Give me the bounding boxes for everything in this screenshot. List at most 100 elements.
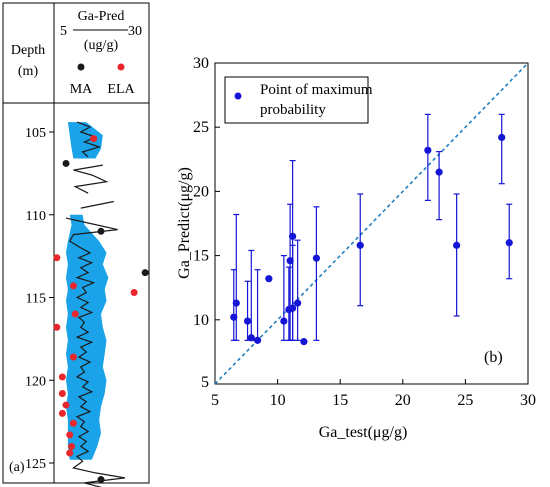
x-tick-label: 25 [457,392,473,409]
point-marker [289,304,297,312]
ela-point [130,289,138,297]
ela-point [71,310,79,318]
legend-ma-label: MA [70,82,93,97]
point-marker [453,241,461,249]
sample-points [53,135,149,484]
point-marker [505,239,513,247]
depth-tick-label: 110 [26,209,46,224]
ela-point [58,373,66,381]
legend-label-line2: probability [260,102,326,118]
data-point [498,113,506,185]
ela-point [58,409,66,417]
data-point [435,150,443,221]
prediction-curve [65,121,126,487]
y-tick-label: 15 [193,248,209,265]
legend-label-line1: Point of maximum [260,82,373,98]
plot-area-frame [214,62,529,385]
curve-segment [76,121,102,158]
data-point [300,338,308,346]
y-tick-label: 20 [193,183,209,200]
legend-ela-label: ELA [107,82,135,97]
x-tick-label: 10 [270,392,286,409]
point-marker [253,336,262,344]
legend-box [224,76,369,124]
point-marker [247,334,255,342]
data-point [312,206,321,341]
curve-segment [65,217,126,487]
y-tick-label: 5 [201,374,209,391]
ela-point [58,389,66,397]
ela-point [69,353,77,361]
point-marker [280,317,288,325]
x-tick-label: 15 [332,392,348,409]
ela-point [69,282,77,290]
panel-a-frame [2,2,150,484]
scatter-axes: 5 10 15 20 25 30 10 15 20 25 30 5 [193,55,536,409]
x-axis-label: Ga_test(μg/g) [319,424,408,441]
point-marker [498,133,506,142]
y-tick-label: 30 [193,55,209,72]
ma-point [62,159,70,167]
ela-point [66,449,74,457]
data-point [289,244,297,341]
point-marker [435,168,443,176]
depth-tick-label: 105 [25,126,46,141]
depth-tick-label: 125 [25,457,46,472]
ela-point [90,135,98,143]
data-point [285,266,293,341]
x-tick-label: 5 [211,392,219,409]
ma-point [97,476,105,484]
x-tick-label: 30 [520,392,536,409]
ela-point [66,431,74,439]
point-marker [243,317,252,325]
depth-unit: (m) [18,64,39,79]
ma-point [141,269,149,277]
scatter-series [230,113,513,346]
panel-b-label: (b) [484,349,503,366]
point-marker [265,275,273,283]
y-tick-label: 10 [193,312,209,329]
track-unit: (ug/g) [84,38,119,53]
data-point [505,203,513,280]
band-segment [66,214,109,460]
ela-point [68,442,76,450]
legend-ela-marker [117,63,125,71]
data-point [265,275,273,283]
reference-line-1to1 [214,62,529,385]
curve-segment [73,164,109,194]
panel-a-label: (a) [9,460,25,475]
point-marker [300,338,308,346]
data-point [280,255,288,341]
ela-point [62,401,70,409]
curve-segment [80,200,115,209]
ela-point [53,254,61,262]
y-tick-label: 25 [193,119,209,136]
data-point [243,280,252,341]
point-marker [424,146,432,154]
y-axis-label: Ga_Predict(μg/g) [176,167,193,279]
track-title: Ga-Pred [78,9,125,24]
point-marker [232,299,240,307]
x-tick-label: 20 [395,392,411,409]
point-marker [289,232,297,240]
point-marker [286,257,294,265]
ela-point [69,419,77,427]
data-point [294,239,302,341]
uncertainty-band [66,122,109,460]
point-marker [312,254,321,262]
panel-a: Depth (m) Ga-Pred 5 30 (ug/g) MA ELA 105… [2,2,150,487]
ma-point [97,227,105,235]
point-marker [356,241,364,249]
data-point [232,213,240,341]
depth-axis: 105 110 115 120 125 [25,126,54,472]
data-point [253,269,262,344]
depth-tick-label: 115 [26,292,46,307]
depth-label: Depth [11,43,45,58]
ela-point [53,323,61,331]
point-marker [230,313,238,321]
legend-ma-marker [77,63,85,71]
track-scale-max: 30 [128,24,142,39]
band-segment [67,122,103,159]
data-point [356,193,364,307]
